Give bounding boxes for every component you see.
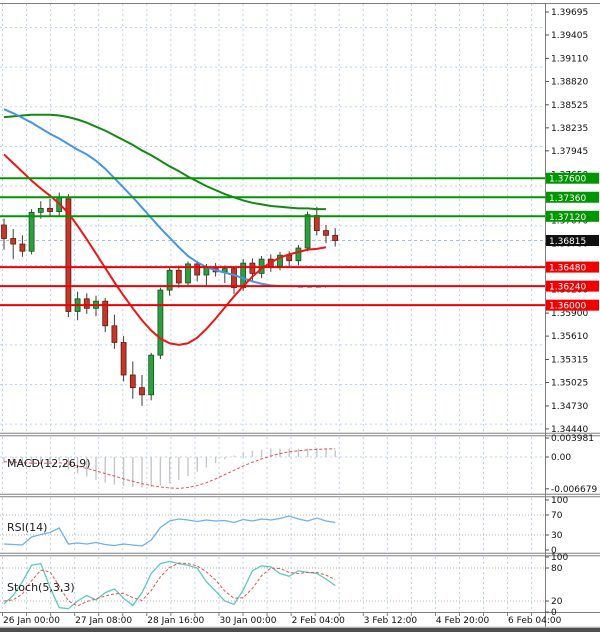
indicator-tick-label: -0.006679 <box>551 485 597 495</box>
resistance-price-label: 1.37120 <box>546 210 599 223</box>
indicator-level-lines <box>0 514 545 602</box>
candle-body <box>304 214 311 249</box>
stoch-d-line <box>3 562 336 607</box>
indicator-tick-label: 0 <box>551 546 557 556</box>
time-tick-label: 27 Jan 08:00 <box>75 616 132 626</box>
candle-body <box>249 262 256 274</box>
time-tick-label: 26 Jan 00:00 <box>3 616 60 626</box>
macd-histogram <box>3 447 336 488</box>
svg-text:1.37600: 1.37600 <box>549 175 586 185</box>
time-tick-label: 30 Jan 00:00 <box>219 616 276 626</box>
price-tick-label: 1.35610 <box>551 332 588 342</box>
price-tick-label: 1.34730 <box>551 402 588 412</box>
indicator-tick-label: 0.003981 <box>551 434 594 444</box>
indicator-tick-label: 70 <box>551 511 563 521</box>
candle-body <box>65 198 72 312</box>
svg-text:1.36000: 1.36000 <box>549 302 586 312</box>
time-tick-label: 2 Feb 04:00 <box>292 616 346 626</box>
price-tick-label: 1.34440 <box>551 425 588 435</box>
rsi-indicator-label: RSI(14) <box>7 521 48 534</box>
indicator-tick-label: 0.00 <box>551 453 571 463</box>
rsi-line <box>3 515 336 547</box>
svg-text:1.36815: 1.36815 <box>549 237 586 247</box>
time-tick-label: 28 Jan 16:00 <box>147 616 204 626</box>
indicator-tick-label: 100 <box>551 553 568 563</box>
time-tick-label: 6 Feb 04:00 <box>508 616 562 626</box>
candle-body <box>240 262 247 289</box>
candle-body <box>47 207 53 212</box>
candle-body <box>166 269 173 291</box>
candle-body <box>313 215 320 231</box>
macd-indicator-label: MACD(12,26,9) <box>7 457 91 470</box>
price-tick-label: 1.38525 <box>551 101 588 111</box>
candle-body <box>175 269 182 284</box>
candle-body <box>129 374 136 389</box>
indicator-tick-label: 80 <box>551 564 563 574</box>
price-tick-label: 1.35315 <box>551 356 588 366</box>
candle-body <box>295 247 302 262</box>
candle-body <box>231 268 237 289</box>
svg-text:1.36480: 1.36480 <box>549 264 586 274</box>
time-axis: 26 Jan 00:00 27 Jan 08:00 28 Jan 16:00 30 J… <box>2 613 562 626</box>
svg-text:1.36240: 1.36240 <box>549 283 586 293</box>
support-price-label: 1.36480 <box>546 261 599 274</box>
candle-body <box>323 230 329 236</box>
indicator-tick-label: 30 <box>551 531 563 541</box>
price-tick-label: 1.35025 <box>551 379 588 389</box>
stoch-k-line <box>3 560 336 610</box>
price-tick-label: 1.38820 <box>551 77 588 87</box>
price-tick-label: 1.37945 <box>551 147 588 157</box>
candle-body <box>19 243 26 252</box>
price-tick-label: 1.39110 <box>551 54 588 64</box>
stoch-indicator-label: Stoch(5,3,3) <box>7 581 75 594</box>
candle-body <box>83 298 90 309</box>
time-tick-label: 4 Feb 20:00 <box>436 616 490 626</box>
svg-text:1.37120: 1.37120 <box>549 213 586 223</box>
svg-text:1.37360: 1.37360 <box>549 194 586 204</box>
candle-body <box>185 263 191 284</box>
candle-body <box>194 263 201 276</box>
candle-body <box>111 325 118 343</box>
resistance-price-label: 1.37360 <box>546 191 599 204</box>
resistance-price-label: 1.37600 <box>546 172 599 185</box>
bottom-band <box>0 628 600 632</box>
indicator-tick-label: 20 <box>551 597 563 607</box>
macd-signal-line <box>3 448 336 489</box>
support-price-label: 1.36000 <box>546 299 599 312</box>
price-tick-label: 1.39405 <box>551 31 588 41</box>
price-tick-label: 1.38235 <box>551 124 588 134</box>
indicator-tick-label: 100 <box>551 496 568 506</box>
indicator-tick-label: 0 <box>551 608 557 618</box>
price-tick-label: 1.35900 <box>551 309 588 319</box>
ma-medium-line <box>3 108 281 288</box>
candle-body <box>332 234 339 241</box>
candle-body <box>120 342 127 376</box>
candle-body <box>157 289 164 356</box>
candle-body <box>10 238 17 245</box>
candle-body <box>139 387 145 396</box>
candle-body <box>148 354 155 396</box>
candle-body <box>37 207 44 213</box>
time-tick-label: 3 Feb 12:00 <box>364 616 418 626</box>
price-tick-label: 1.39695 <box>551 8 588 18</box>
ma-fast-line <box>3 153 327 346</box>
current-price-label: 1.36815 <box>546 234 599 247</box>
candle-body <box>28 211 35 252</box>
panel-borders <box>0 3 600 627</box>
ma-slow-line <box>3 113 326 211</box>
candle-body <box>102 300 109 327</box>
support-price-label: 1.36240 <box>546 280 599 293</box>
candle-body <box>1 224 7 239</box>
